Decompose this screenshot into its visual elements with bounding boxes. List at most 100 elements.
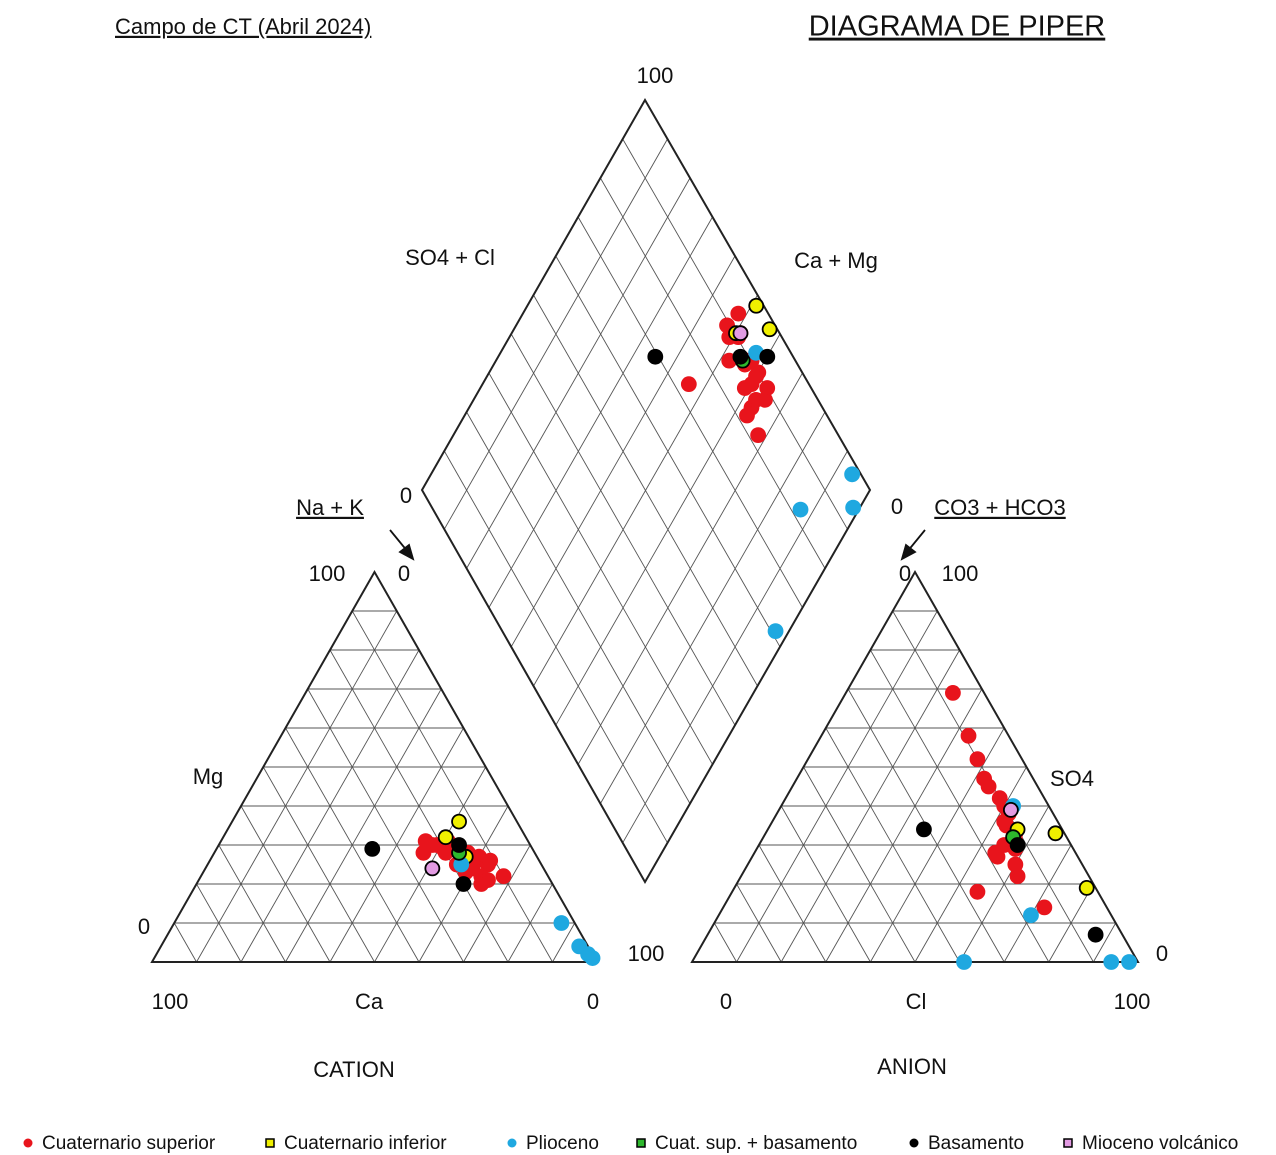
arrow-head xyxy=(398,543,415,561)
data-point xyxy=(451,837,467,853)
data-point xyxy=(1078,880,1095,896)
corner-tick-label: 0 xyxy=(587,989,599,1014)
axis-label: Ca xyxy=(355,989,384,1014)
diamond-frame xyxy=(420,97,872,885)
data-point xyxy=(916,821,932,838)
data-point xyxy=(844,466,861,483)
legend: Cuaternario superior Cuaternario inferior… xyxy=(23,1133,1238,1154)
data-point xyxy=(364,841,381,857)
legend-label: Cuaternario superior xyxy=(42,1133,216,1154)
data-point xyxy=(1009,837,1026,853)
corner-tick-label: 0 xyxy=(398,561,410,586)
data-point xyxy=(748,297,765,314)
corner-tick-label: 0 xyxy=(400,483,412,508)
corner-tick-label: 100 xyxy=(309,561,346,586)
data-point xyxy=(417,833,434,849)
corner-tick-label: 100 xyxy=(628,941,665,966)
data-point xyxy=(1036,899,1053,916)
legend-label: Cuaternario inferior xyxy=(284,1133,447,1154)
grid-line xyxy=(552,922,576,963)
grid-line xyxy=(758,844,827,963)
axis-label: Cl xyxy=(906,989,927,1014)
data-point xyxy=(757,391,773,408)
legend-label: Cuat. sup. + basamento xyxy=(655,1133,857,1154)
axis-label: Ca + Mg xyxy=(794,248,878,273)
grid-line xyxy=(600,177,826,569)
data-point xyxy=(1009,868,1026,885)
data-point xyxy=(1121,954,1137,970)
grid-line xyxy=(443,138,668,530)
data-point xyxy=(1002,802,1019,818)
data-point xyxy=(584,950,601,966)
data-point xyxy=(480,872,496,888)
grid-line xyxy=(262,766,375,963)
legend-marker xyxy=(507,1138,517,1148)
triangle-frame xyxy=(690,569,1140,963)
legend-marker xyxy=(636,1138,646,1148)
grid-line xyxy=(351,610,553,963)
axis-label: Mg xyxy=(193,764,224,789)
grid-line xyxy=(736,610,938,963)
data-point xyxy=(750,427,767,444)
axis-label: SO4 xyxy=(1050,766,1094,791)
grid-line xyxy=(463,844,531,963)
data-point xyxy=(571,938,588,955)
corner-tick-label: 0 xyxy=(891,494,903,519)
axis-label: ANION xyxy=(877,1054,947,1079)
data-point xyxy=(736,380,753,396)
data-point xyxy=(969,751,986,768)
grid-line xyxy=(825,688,983,963)
grid-line xyxy=(533,294,758,687)
data-point xyxy=(1087,926,1104,943)
grid-line xyxy=(173,922,197,963)
data-point xyxy=(759,348,776,365)
corner-tick-label: 0 xyxy=(899,561,911,586)
data-point xyxy=(647,348,664,365)
data-point xyxy=(482,852,499,869)
data-point xyxy=(732,325,749,342)
axis-label: SO4 + Cl xyxy=(405,245,495,270)
grid-line xyxy=(307,688,464,963)
corner-tick-label: 100 xyxy=(1114,989,1151,1014)
corner-tick-label: 0 xyxy=(720,989,732,1014)
grid-line xyxy=(577,216,803,608)
data-point xyxy=(455,876,472,892)
legend-label: Plioceno xyxy=(526,1133,599,1154)
grid-line xyxy=(466,177,691,569)
data-point xyxy=(960,727,977,744)
data-point xyxy=(437,829,454,846)
data-point xyxy=(732,348,749,365)
data-point xyxy=(945,685,961,701)
data-point xyxy=(1103,954,1120,970)
grid-line xyxy=(510,255,736,648)
data-point xyxy=(680,376,697,393)
grid-line xyxy=(218,844,286,963)
legend-marker xyxy=(23,1138,33,1148)
grid-line xyxy=(488,216,713,608)
grid-line xyxy=(1093,922,1117,963)
triangle-frame xyxy=(150,569,599,963)
arrows xyxy=(389,529,926,561)
axis-label: CATION xyxy=(313,1057,394,1082)
data-point xyxy=(761,321,778,338)
legend-marker xyxy=(265,1138,275,1148)
data-point xyxy=(451,813,467,830)
grid xyxy=(173,138,1117,963)
corner-tick-label: 0 xyxy=(1156,941,1168,966)
subtitle: Campo de CT (Abril 2024) xyxy=(115,14,371,39)
arrow-head xyxy=(900,543,917,561)
corner-tick-label: 100 xyxy=(942,561,979,586)
grid-line xyxy=(803,766,916,963)
data-point xyxy=(987,844,1004,861)
legend-label: Mioceno volcánico xyxy=(1082,1133,1238,1154)
data-point xyxy=(845,499,862,516)
grid-line xyxy=(555,255,781,648)
legend-label: Basamento xyxy=(928,1133,1024,1154)
grid-line xyxy=(285,688,442,963)
grid-line xyxy=(713,922,737,963)
corner-tick-label: 0 xyxy=(138,914,150,939)
data-point xyxy=(996,813,1013,830)
data-point xyxy=(424,860,441,877)
data-point xyxy=(730,305,747,322)
data-point xyxy=(1047,825,1064,842)
